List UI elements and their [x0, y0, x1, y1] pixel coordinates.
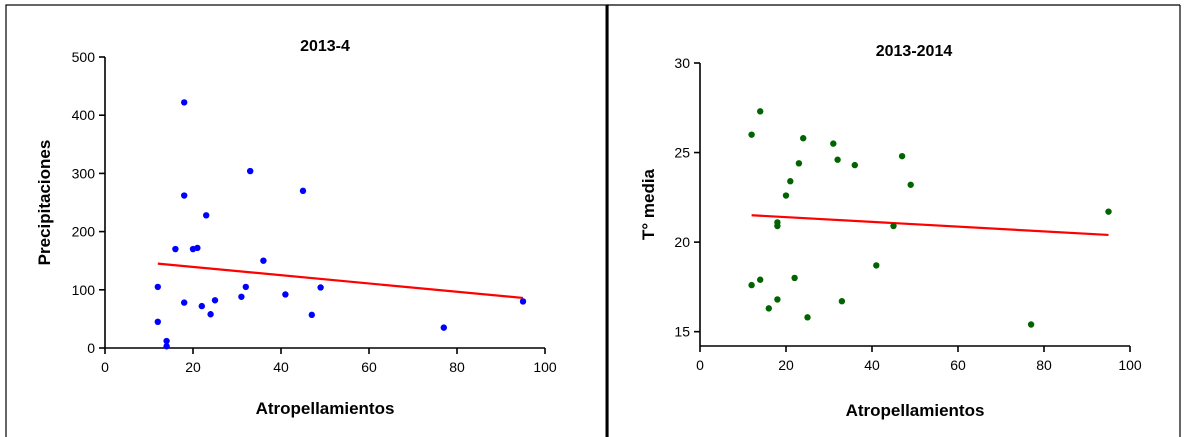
chart-0-data-point [163, 343, 170, 350]
chart-1-data-point [774, 222, 781, 230]
chart-0-data-point [299, 187, 307, 195]
chart-1-data-point [774, 296, 781, 303]
chart-0-data-point [207, 311, 214, 318]
chart-1-data-point [873, 262, 880, 269]
chart-1-x-axis-label: Atropellamientos [846, 401, 985, 420]
chart-1-x-tick-label: 80 [1036, 357, 1052, 373]
chart-1-data-point [748, 131, 755, 138]
chart-1-data-point [838, 298, 846, 305]
chart-0-x-tick-label: 100 [533, 359, 557, 375]
chart-1-data-point [800, 135, 807, 142]
chart-1-data-point [765, 305, 772, 312]
chart-0-y-axis-label: Precipitaciones [35, 140, 54, 266]
chart-1-x-tick-label: 100 [1118, 357, 1142, 373]
chart-1-x-tick-label: 0 [696, 357, 704, 373]
chart-0-x-tick-label: 80 [449, 359, 465, 375]
chart-1-data-point [757, 276, 764, 283]
chart-0-data-point [163, 337, 170, 345]
left-panel-frame [5, 4, 609, 437]
chart-0-data-point [308, 311, 315, 319]
chart-1-y-axis-label: T° media [639, 168, 658, 240]
chart-0-y-tick-label: 100 [72, 282, 96, 298]
chart-1-trendline [751, 214, 1109, 237]
chart-1-y-tick-label: 25 [674, 145, 690, 161]
chart-1-data-point [898, 152, 906, 160]
chart-1-data-point [782, 192, 790, 199]
chart-0-y-tick-label: 200 [72, 224, 96, 240]
chart-0-x-tick-label: 40 [273, 359, 289, 375]
chart-0-y-tick-label: 400 [72, 107, 96, 123]
chart-0-title: 2013-4 [300, 38, 350, 55]
chart-0-data-point [242, 283, 249, 291]
chart-0-data-point [181, 192, 188, 199]
chart-0-data-point [172, 245, 179, 253]
chart-0-x-tick-label: 20 [185, 359, 201, 375]
chart-1-data-point [748, 281, 755, 289]
chart-0-data-point [198, 302, 205, 310]
chart-0-data-point [181, 99, 188, 106]
chart-1-data-point [757, 108, 764, 115]
chart-0-data-point [238, 293, 245, 300]
chart-0-data-point [317, 284, 324, 291]
chart-1-y-tick-label: 30 [674, 55, 690, 71]
chart-0-x-tick-label: 0 [101, 359, 109, 375]
chart-0-data-point [203, 212, 210, 219]
chart-1-x-tick-label: 60 [950, 357, 966, 373]
chart-0-y-tick-label: 300 [72, 165, 96, 181]
chart-1-data-point [787, 178, 794, 185]
chart-1-x-tick-label: 40 [864, 357, 880, 373]
chart-1-y-tick-label: 20 [674, 234, 690, 250]
chart-0-trendline [157, 262, 524, 300]
chart-1-data-point [795, 160, 803, 167]
chart-0-data-point [247, 167, 254, 175]
chart-1-data-point [907, 181, 914, 188]
chart-1-data-point [791, 274, 798, 282]
chart-1-data-point [804, 314, 811, 321]
chart-1-x-tick-label: 20 [778, 357, 794, 373]
chart-1-data-point [830, 140, 837, 147]
chart-0-data-point [519, 298, 527, 305]
chart-0-data-point [260, 257, 267, 264]
chart-1-data-point [851, 161, 858, 169]
chart-1-title: 2013-2014 [876, 43, 953, 60]
chart-0-data-point [440, 324, 447, 331]
chart-0-x-axis-label: Atropellamientos [256, 399, 395, 418]
chart-1-y-tick-label: 15 [674, 324, 690, 340]
chart-0-data-point [154, 318, 161, 326]
chart-0-data-point [154, 283, 161, 291]
chart-0-y-tick-label: 500 [72, 49, 96, 65]
chart-0-data-point [282, 291, 289, 298]
chart-0-x-tick-label: 60 [361, 359, 377, 375]
chart-1-data-point [1105, 208, 1112, 215]
chart-temperatura-media: 0 20 40 60 80 100 15 20 25 30 2013-2014 Atropellami… [639, 43, 1142, 420]
chart-0-data-point [194, 244, 201, 252]
chart-0-data-point [211, 297, 219, 304]
chart-1-data-point [890, 222, 897, 230]
chart-1-data-point [834, 156, 841, 163]
chart-1-data-point [1027, 321, 1035, 328]
chart-0-data-point [181, 299, 188, 306]
chart-precipitaciones: 0 20 40 60 80 100 0 100 200 300 400 500 2013-4 Atrope… [35, 38, 557, 418]
chart-0-y-tick-label: 0 [87, 340, 95, 356]
